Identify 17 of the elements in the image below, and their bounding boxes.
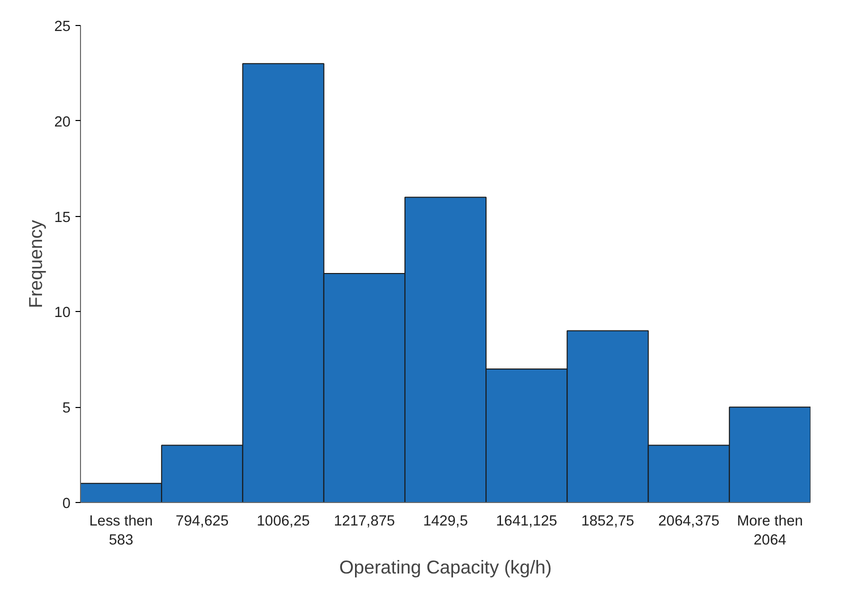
x-tick-label: 794,625 (176, 514, 229, 530)
y-tick-label: 25 (54, 19, 71, 35)
x-tick-label: Less then 583 (89, 514, 153, 549)
y-tick-label: 0 (62, 496, 71, 512)
y-axis-title: Frequency (25, 219, 46, 308)
x-tick-label: 1429,5 (423, 514, 468, 530)
x-axis-title: Operating Capacity (kg/h) (339, 556, 552, 578)
x-tick-label: 1641,125 (496, 514, 558, 530)
y-tick-label: 20 (54, 114, 71, 130)
x-tick-label: 1852,75 (581, 514, 634, 530)
x-tick-label: 1006,25 (256, 514, 310, 530)
y-tick-label: 15 (54, 210, 71, 226)
y-tick-label: 5 (62, 400, 71, 417)
x-tick-label: More then 2064 (736, 514, 803, 549)
x-tick-label: 1217,875 (334, 514, 395, 530)
y-tick-label: 10 (54, 305, 71, 322)
x-tick-label: 2064,375 (658, 514, 720, 530)
